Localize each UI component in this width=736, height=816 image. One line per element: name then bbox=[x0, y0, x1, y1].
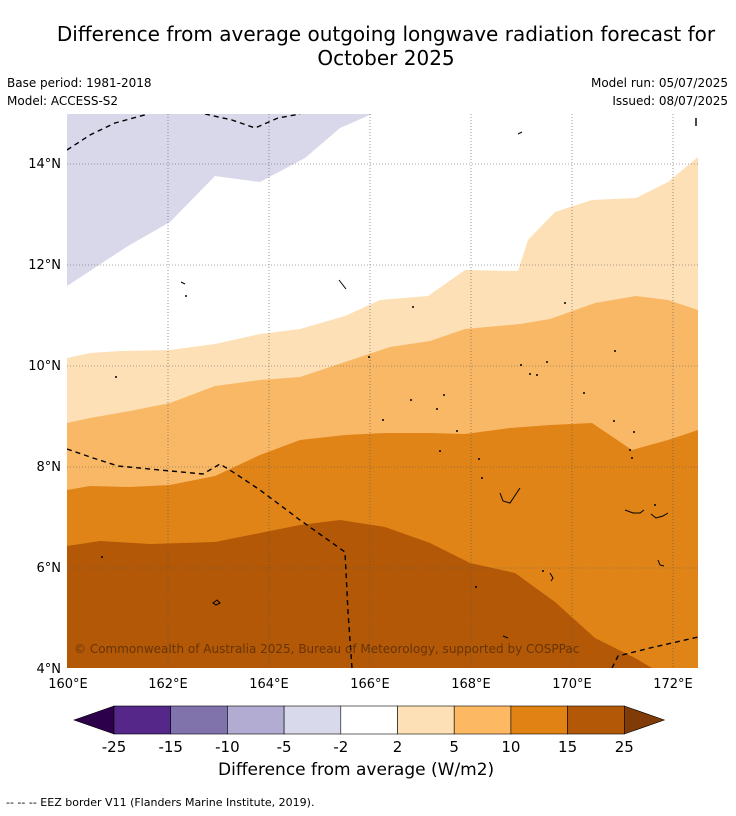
eez-borders bbox=[67, 114, 698, 668]
islands bbox=[180, 131, 669, 639]
colorbar-extend-high bbox=[623, 705, 666, 735]
lon-label: 164°E bbox=[249, 677, 289, 692]
colorbar-tick-label: -25 bbox=[102, 738, 127, 756]
colorbar-swatch bbox=[113, 705, 172, 735]
colorbar-swatch bbox=[227, 705, 285, 735]
lat-label: 14°N bbox=[28, 157, 61, 172]
colorbar-tick-label: 15 bbox=[558, 738, 577, 756]
lon-label: 172°E bbox=[653, 677, 693, 692]
colorbar-tick-label: 25 bbox=[615, 738, 634, 756]
issued-date: Issued: 08/07/2025 bbox=[612, 94, 728, 108]
graticule bbox=[67, 114, 698, 668]
colorbar-tick-label: 5 bbox=[449, 738, 459, 756]
map-fill-layers bbox=[67, 114, 698, 668]
colorbar-swatch bbox=[340, 705, 398, 735]
colorbar-tick-label: -5 bbox=[277, 738, 292, 756]
colorbar-title: Difference from average (W/m2) bbox=[218, 760, 495, 780]
colorbar-tick-label: -15 bbox=[158, 738, 183, 756]
base-period: Base period: 1981-2018 bbox=[7, 76, 152, 90]
colorbar-swatch bbox=[283, 705, 342, 735]
colorbar-tick-label: 2 bbox=[393, 738, 403, 756]
title-line-1: Difference from average outgoing longwav… bbox=[56, 22, 716, 46]
title-line-2: October 2025 bbox=[317, 46, 455, 70]
meta-right: Model run: 05/07/2025 Issued: 08/07/2025 bbox=[591, 74, 728, 110]
lon-label: 170°E bbox=[552, 677, 592, 692]
band-minus-2-to-minus-5 bbox=[67, 114, 372, 286]
colorbar-swatch bbox=[453, 705, 512, 735]
latitude-labels: 14°N 12°N 10°N 8°N 6°N 4°N bbox=[28, 157, 61, 677]
model-name: Model: ACCESS-S2 bbox=[7, 94, 119, 108]
colorbar-tick-label: -2 bbox=[333, 738, 348, 756]
lon-label: 162°E bbox=[148, 677, 188, 692]
longitude-labels: 160°E 162°E 164°E 166°E 168°E 170°E 172°… bbox=[48, 677, 693, 692]
lat-label: 10°N bbox=[28, 359, 61, 374]
colorbar-tick-label: -10 bbox=[215, 738, 240, 756]
copyright-notice: © Commonwealth of Australia 2025, Bureau… bbox=[74, 642, 579, 656]
colorbar-swatch bbox=[170, 705, 228, 735]
band-15-to-25 bbox=[67, 520, 652, 668]
small-islands bbox=[101, 295, 656, 588]
lat-label: 8°N bbox=[37, 460, 62, 475]
colorbar-swatch bbox=[510, 705, 568, 735]
colorbar-swatch bbox=[397, 705, 455, 735]
lat-label: 4°N bbox=[37, 662, 62, 677]
lat-label: 12°N bbox=[28, 258, 61, 273]
colorbar-swatch bbox=[567, 705, 625, 735]
lon-label: 168°E bbox=[451, 677, 491, 692]
colorbar-extend-low bbox=[73, 705, 115, 735]
model-run: Model run: 05/07/2025 bbox=[590, 76, 728, 90]
meta-left: Base period: 1981-2018 Model: ACCESS-S2 bbox=[7, 74, 152, 110]
colorbar-ticks: -25 -15 -10 -5 -2 2 5 10 15 25 bbox=[102, 738, 634, 756]
lon-label: 160°E bbox=[48, 677, 88, 692]
lon-label: 166°E bbox=[350, 677, 390, 692]
chart-title: Difference from average outgoing longwav… bbox=[0, 22, 736, 70]
colorbar-tick-label: 10 bbox=[501, 738, 520, 756]
lat-label: 6°N bbox=[37, 561, 62, 576]
colorbar-swatches bbox=[73, 705, 666, 735]
eez-footnote: -- -- -- EEZ border V11 (Flanders Marine… bbox=[6, 796, 315, 809]
